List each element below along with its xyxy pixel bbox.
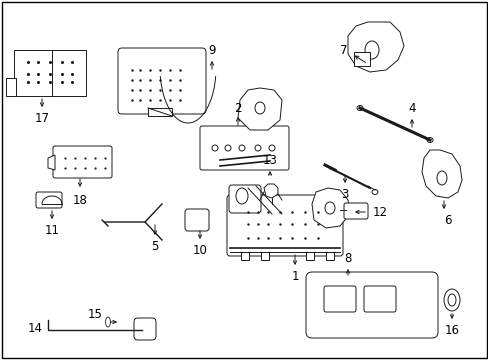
Bar bbox=[6, 78, 16, 96]
Ellipse shape bbox=[356, 105, 362, 111]
Text: 11: 11 bbox=[44, 224, 60, 237]
Bar bbox=[14, 50, 86, 96]
Text: 9: 9 bbox=[208, 44, 215, 57]
Text: 5: 5 bbox=[151, 239, 159, 252]
Ellipse shape bbox=[436, 171, 446, 185]
Ellipse shape bbox=[236, 188, 247, 204]
FancyBboxPatch shape bbox=[134, 318, 156, 340]
FancyBboxPatch shape bbox=[118, 48, 205, 114]
Text: 18: 18 bbox=[72, 194, 87, 207]
Text: 16: 16 bbox=[444, 324, 459, 337]
FancyBboxPatch shape bbox=[324, 286, 355, 312]
Text: 2: 2 bbox=[234, 102, 241, 114]
Polygon shape bbox=[421, 150, 461, 198]
Bar bbox=[305, 252, 313, 260]
Text: 4: 4 bbox=[407, 102, 415, 114]
Ellipse shape bbox=[443, 289, 459, 311]
Ellipse shape bbox=[212, 145, 218, 151]
Ellipse shape bbox=[447, 294, 455, 306]
Polygon shape bbox=[311, 188, 349, 228]
Bar bbox=[241, 252, 248, 260]
Ellipse shape bbox=[254, 102, 264, 114]
Ellipse shape bbox=[268, 145, 274, 151]
Ellipse shape bbox=[426, 138, 432, 143]
FancyBboxPatch shape bbox=[228, 185, 261, 213]
FancyBboxPatch shape bbox=[200, 126, 288, 170]
FancyBboxPatch shape bbox=[363, 286, 395, 312]
Text: 1: 1 bbox=[291, 270, 298, 283]
Text: 12: 12 bbox=[372, 206, 386, 219]
FancyBboxPatch shape bbox=[53, 146, 112, 178]
Text: 13: 13 bbox=[262, 153, 277, 166]
Text: 7: 7 bbox=[340, 44, 347, 57]
FancyBboxPatch shape bbox=[184, 209, 208, 231]
Polygon shape bbox=[347, 22, 403, 72]
FancyBboxPatch shape bbox=[36, 192, 62, 208]
Ellipse shape bbox=[239, 145, 244, 151]
Text: 17: 17 bbox=[35, 112, 49, 125]
Ellipse shape bbox=[224, 145, 230, 151]
Text: 10: 10 bbox=[192, 243, 207, 256]
FancyBboxPatch shape bbox=[343, 203, 367, 219]
Ellipse shape bbox=[371, 189, 377, 194]
Bar bbox=[325, 252, 333, 260]
FancyBboxPatch shape bbox=[353, 52, 369, 66]
Ellipse shape bbox=[254, 145, 261, 151]
Text: 8: 8 bbox=[344, 252, 351, 265]
Bar bbox=[261, 252, 268, 260]
Ellipse shape bbox=[364, 41, 378, 59]
Text: 14: 14 bbox=[27, 321, 42, 334]
FancyBboxPatch shape bbox=[305, 272, 437, 338]
Polygon shape bbox=[264, 184, 278, 198]
FancyBboxPatch shape bbox=[226, 195, 342, 256]
Text: 6: 6 bbox=[443, 213, 451, 226]
Ellipse shape bbox=[325, 202, 334, 214]
Text: 15: 15 bbox=[87, 307, 102, 320]
Text: 3: 3 bbox=[341, 188, 348, 201]
Polygon shape bbox=[238, 88, 282, 130]
Polygon shape bbox=[48, 155, 55, 170]
Bar bbox=[148, 108, 172, 116]
